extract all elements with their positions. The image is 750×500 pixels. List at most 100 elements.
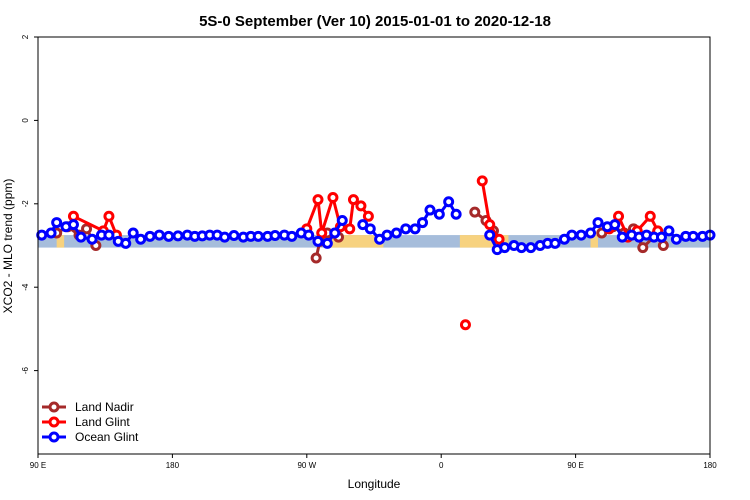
ocean-glint-point xyxy=(592,217,604,229)
ocean-glint-point xyxy=(616,231,628,243)
legend: Land Nadir Land Glint Ocean Glint xyxy=(42,400,139,444)
series-layer xyxy=(36,175,716,331)
x-axis-label: Longitude xyxy=(348,477,401,491)
ocean-glint-point xyxy=(364,223,376,235)
series-land-glint xyxy=(67,175,664,331)
ocean-glint-point xyxy=(45,227,57,239)
land-glint-point xyxy=(613,210,625,222)
land-glint-line-0 xyxy=(72,214,118,236)
x-tick-label: 180 xyxy=(703,461,717,470)
ocean-glint-point xyxy=(252,230,264,242)
ocean-glint-point xyxy=(417,217,429,229)
land-glint-point xyxy=(327,192,339,204)
ocean-glint-point xyxy=(433,208,445,220)
land-glint-point xyxy=(347,194,359,206)
x-axis: 90 E 180 90 W 0 90 E 180 xyxy=(30,454,717,470)
ocean-glint-point xyxy=(36,229,48,241)
ocean-glint-point xyxy=(86,233,98,245)
ocean-glint-point xyxy=(381,229,393,241)
land-glint-point xyxy=(312,194,324,206)
ocean-glint-point xyxy=(103,229,115,241)
ocean-glint-point xyxy=(228,229,240,241)
chart-title: 5S-0 September (Ver 10) 2015-01-01 to 20… xyxy=(199,13,551,30)
ocean-glint-point xyxy=(51,217,63,229)
ocean-glint-point xyxy=(525,242,537,254)
y-axis: 2 0 -2 -4 -6 xyxy=(21,34,38,374)
legend-marker-ocean-glint xyxy=(48,431,60,443)
land-nadir-point xyxy=(469,206,481,218)
legend-label-land-glint: Land Glint xyxy=(75,415,130,429)
land-glint-point xyxy=(344,223,356,235)
land-glint-point xyxy=(362,210,374,222)
ocean-glint-point xyxy=(566,229,578,241)
y-tick-label: -6 xyxy=(21,366,30,374)
y-tick-label: -4 xyxy=(21,283,30,291)
y-axis-label: XCO2 - MLO trend (ppm) xyxy=(1,179,15,314)
ocean-glint-point xyxy=(575,229,587,241)
ocean-glint-point xyxy=(67,219,79,231)
legend-label-ocean-glint: Ocean Glint xyxy=(75,430,139,444)
ocean-glint-point xyxy=(390,227,402,239)
ocean-glint-point xyxy=(172,230,184,242)
ocean-glint-point xyxy=(144,230,156,242)
plot-frame xyxy=(37,36,711,455)
legend-marker-land-nadir xyxy=(48,401,60,413)
land-nadir-point xyxy=(657,240,669,251)
ocean-glint-point xyxy=(329,227,341,239)
ocean-glint-point xyxy=(450,208,462,220)
land-glint-point xyxy=(644,210,656,222)
land-glint-point xyxy=(67,210,79,222)
x-tick-label: 90 E xyxy=(567,461,583,470)
x-tick-label: 90 W xyxy=(297,461,316,470)
ocean-glint-point xyxy=(424,204,436,216)
band-land-segment-3 xyxy=(590,235,598,248)
land-glint-point xyxy=(476,175,488,187)
land-nadir-point xyxy=(637,242,649,254)
ocean-glint-point xyxy=(609,219,621,231)
ocean-glint-point xyxy=(687,230,699,242)
ocean-glint-point xyxy=(336,214,348,226)
ocean-glint-point xyxy=(670,233,682,245)
ocean-glint-point xyxy=(127,227,139,239)
ocean-glint-point xyxy=(549,237,561,249)
land-glint-point xyxy=(316,227,328,239)
y-tick-label: -2 xyxy=(21,200,30,208)
series-ocean-glint xyxy=(36,196,716,256)
ocean-glint-point xyxy=(409,223,421,235)
ocean-glint-point xyxy=(120,237,132,249)
y-tick-label: 0 xyxy=(21,118,30,123)
legend-label-land-nadir: Land Nadir xyxy=(75,400,134,414)
band-land-segment-0 xyxy=(56,235,65,248)
ocean-glint-point xyxy=(219,231,231,243)
ocean-glint-point xyxy=(321,237,333,249)
ocean-glint-point xyxy=(163,230,175,242)
ocean-glint-point xyxy=(312,235,324,247)
ocean-glint-point xyxy=(484,229,496,241)
ocean-glint-point xyxy=(400,223,412,235)
land-nadir-point xyxy=(310,252,322,264)
land-glint-point xyxy=(493,233,505,245)
ocean-glint-point xyxy=(135,233,147,245)
y-tick-label: 2 xyxy=(21,34,30,39)
ocean-glint-point xyxy=(585,227,597,239)
ocean-glint-point xyxy=(286,230,298,242)
ocean-glint-point xyxy=(269,229,281,241)
land-glint-point xyxy=(103,210,115,222)
ocean-glint-point xyxy=(75,231,87,243)
ocean-glint-point xyxy=(515,242,527,254)
ocean-glint-point xyxy=(655,231,667,243)
land-glint-point xyxy=(459,319,471,331)
x-tick-label: 90 E xyxy=(30,461,46,470)
land-nadir-point xyxy=(81,223,93,235)
x-tick-label: 180 xyxy=(166,461,180,470)
x-tick-label: 0 xyxy=(439,461,444,470)
ocean-glint-point xyxy=(443,196,455,208)
land-glint-point xyxy=(355,200,367,212)
ocean-glint-point xyxy=(303,229,315,241)
land-glint-point xyxy=(484,219,496,231)
ocean-glint-point xyxy=(153,229,165,241)
ocean-glint-point xyxy=(499,242,511,254)
ocean-glint-line-1 xyxy=(362,200,458,241)
legend-marker-land-glint xyxy=(48,416,60,428)
